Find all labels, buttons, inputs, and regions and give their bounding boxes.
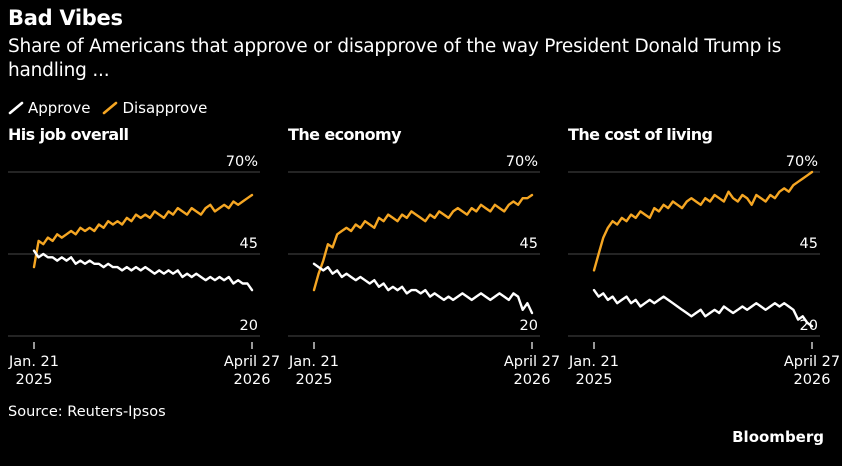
x-tick-label-year: 2026: [234, 372, 271, 388]
legend-label-disapprove: Disapprove: [122, 99, 208, 117]
legend-item-approve: Approve: [8, 99, 90, 117]
x-tick-label: April 27: [784, 354, 840, 370]
y-tick-label: 70%: [506, 154, 538, 170]
chart-panel-3: The cost of living 70% 45 20 Jan. 21 2025 Apri…: [568, 125, 840, 388]
y-tick-label: 20: [800, 318, 818, 334]
panel-title: His job overall: [8, 125, 129, 144]
chart-panel-1: His job overall 70% 45 20 Jan. 21 2025 April 2…: [8, 125, 280, 388]
y-tick-label: 45: [240, 236, 258, 252]
chart-title: Bad Vibes: [8, 6, 123, 30]
x-tick-label: Jan. 21: [288, 354, 339, 370]
legend-item-disapprove: Disapprove: [102, 99, 207, 117]
series-line-approve: [32, 249, 254, 292]
series-line-approve: [592, 288, 814, 328]
y-tick-label: 20: [240, 318, 258, 334]
legend-disapprove-line-icon: [103, 101, 118, 115]
y-tick-label: 70%: [226, 154, 258, 170]
y-tick-label: 45: [520, 236, 538, 252]
bloomberg-logo: Bloomberg: [732, 428, 824, 446]
y-tick-label: 45: [800, 236, 818, 252]
x-tick-label: Jan. 21: [568, 354, 619, 370]
x-tick-label: April 27: [224, 354, 280, 370]
charts-area: His job overall 70% 45 20 Jan. 21 2025 April 2…: [8, 125, 840, 388]
x-tick-label-year: 2025: [576, 372, 613, 388]
legend-label-approve: Approve: [28, 99, 91, 117]
x-tick-label-year: 2026: [794, 372, 831, 388]
series-line-disapprove: [592, 170, 814, 272]
x-tick-label: April 27: [504, 354, 560, 370]
series-line-disapprove: [312, 193, 534, 292]
chart-subtitle: Share of Americans that approve or disap…: [8, 36, 782, 81]
y-tick-label: 70%: [786, 154, 818, 170]
x-tick-label: Jan. 21: [8, 354, 59, 370]
legend-approve-line-icon: [8, 101, 24, 115]
x-tick-label-year: 2026: [514, 372, 551, 388]
x-tick-label-year: 2025: [16, 372, 53, 388]
x-tick-label-year: 2025: [296, 372, 333, 388]
series-line-approve: [312, 262, 534, 315]
source-note: Source: Reuters-Ipsos: [8, 404, 166, 420]
panel-title: The economy: [288, 125, 402, 144]
legend: Approve Disapprove: [8, 98, 219, 118]
chart-panel-2: The economy 70% 45 20 Jan. 21 2025 April 27 202…: [288, 125, 560, 388]
y-tick-label: 20: [520, 318, 538, 334]
panel-title: The cost of living: [568, 125, 713, 144]
series-line-disapprove: [32, 193, 254, 269]
